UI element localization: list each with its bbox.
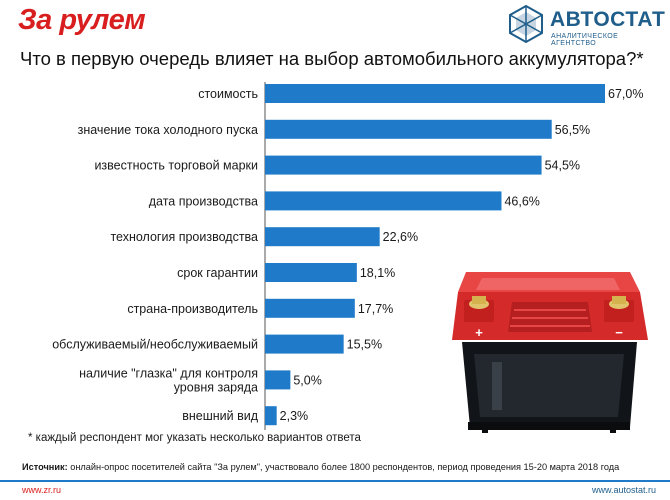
bar (265, 191, 502, 211)
bar-value-label: 56,5% (555, 123, 590, 137)
bar-value-label: 5,0% (293, 373, 322, 387)
category-label: наличие "глазка" для контроля (79, 366, 258, 380)
bar (265, 406, 277, 426)
bar-value-label: 54,5% (545, 159, 580, 173)
category-label: срок гарантии (177, 266, 258, 280)
footnote: * каждый респондент мог указать нескольк… (28, 432, 361, 444)
battery-illustration: + − (452, 272, 648, 433)
autostat-tagline: АНАЛИТИЧЕСКОЕ АГЕНТСТВО (551, 33, 619, 47)
category-label: страна-производитель (127, 302, 258, 316)
footer-url-autostat[interactable]: www.autostat.ru (591, 485, 656, 495)
category-label: технология производства (110, 230, 258, 244)
category-label: значение тока холодного пуска (78, 123, 258, 137)
bar (265, 227, 380, 247)
bar (265, 84, 605, 103)
bar-value-label: 67,0% (608, 87, 643, 101)
source-text: онлайн-опрос посетителей сайта "За рулем… (70, 462, 620, 472)
bar (265, 298, 355, 318)
source-note: Источник: онлайн-опрос посетителей сайта… (22, 462, 619, 472)
category-label: дата производства (149, 194, 258, 208)
footer-url-zr[interactable]: www.zr.ru (22, 485, 62, 495)
bar (265, 119, 552, 139)
bar (265, 370, 291, 390)
source-label: Источник: (22, 462, 68, 472)
bar-chart: 67,0% стоимость 56,5% значение тока холодно… (52, 82, 643, 430)
bar-value-label: 15,5% (347, 338, 382, 352)
category-label: внешний вид (182, 409, 258, 423)
chart-title: Что в первую очередь влияет на выбор авт… (20, 48, 644, 69)
autostat-emblem-icon (509, 4, 543, 44)
zarulem-logo: За рулем (18, 4, 146, 36)
battery-minus-label: − (615, 325, 623, 340)
category-label: обслуживаемый/необслуживаемый (52, 338, 258, 352)
bar-value-label: 22,6% (383, 230, 418, 244)
bar-value-label: 2,3% (280, 409, 309, 423)
bar-value-label: 46,6% (504, 194, 539, 208)
category-label: уровня заряда (174, 380, 258, 394)
bar (265, 263, 357, 282)
bar (265, 334, 344, 354)
bar (265, 155, 542, 175)
category-label: известность торговой марки (94, 159, 258, 173)
footer-divider (0, 480, 670, 500)
autostat-logo: АВТОСТАТ АНАЛИТИЧЕСКОЕ АГЕНТСТВО (506, 4, 665, 47)
category-label: стоимость (198, 87, 258, 101)
bar-value-label: 18,1% (360, 266, 395, 280)
autostat-wordmark: АВТОСТАТ (550, 8, 666, 31)
battery-plus-label: + (475, 325, 483, 340)
bar-value-label: 17,7% (358, 302, 393, 316)
